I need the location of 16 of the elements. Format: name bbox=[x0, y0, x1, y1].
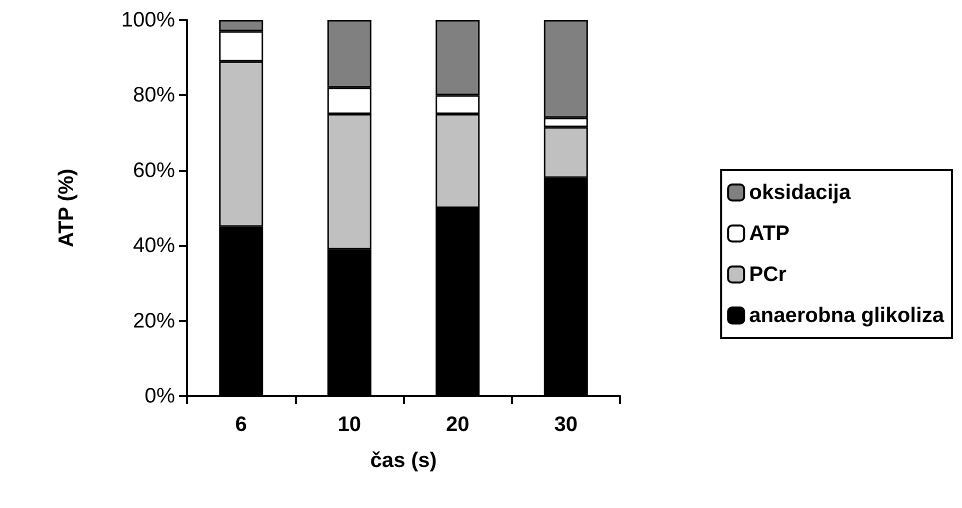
legend-label: oksidacija bbox=[749, 181, 851, 204]
legend-label: ATP bbox=[749, 222, 790, 245]
x-tick-label: 6 bbox=[235, 413, 247, 436]
x-tick-label: 30 bbox=[554, 413, 578, 436]
y-axis-title: ATP (%) bbox=[55, 168, 78, 248]
y-tick-label: 60% bbox=[132, 158, 175, 182]
x-tick-label: 10 bbox=[338, 413, 362, 436]
legend-label: anaerobna glikoliza bbox=[749, 304, 944, 327]
y-tick-label: 20% bbox=[132, 309, 175, 332]
x-tick-label: 20 bbox=[446, 413, 470, 436]
y-tick-label: 100% bbox=[121, 8, 175, 32]
y-tick-label: 0% bbox=[144, 384, 175, 408]
legend-label: PCr bbox=[749, 263, 786, 286]
y-tick-label: 80% bbox=[132, 84, 175, 107]
x-axis-title: čas (s) bbox=[370, 449, 437, 472]
y-tick-label: 40% bbox=[132, 234, 175, 258]
